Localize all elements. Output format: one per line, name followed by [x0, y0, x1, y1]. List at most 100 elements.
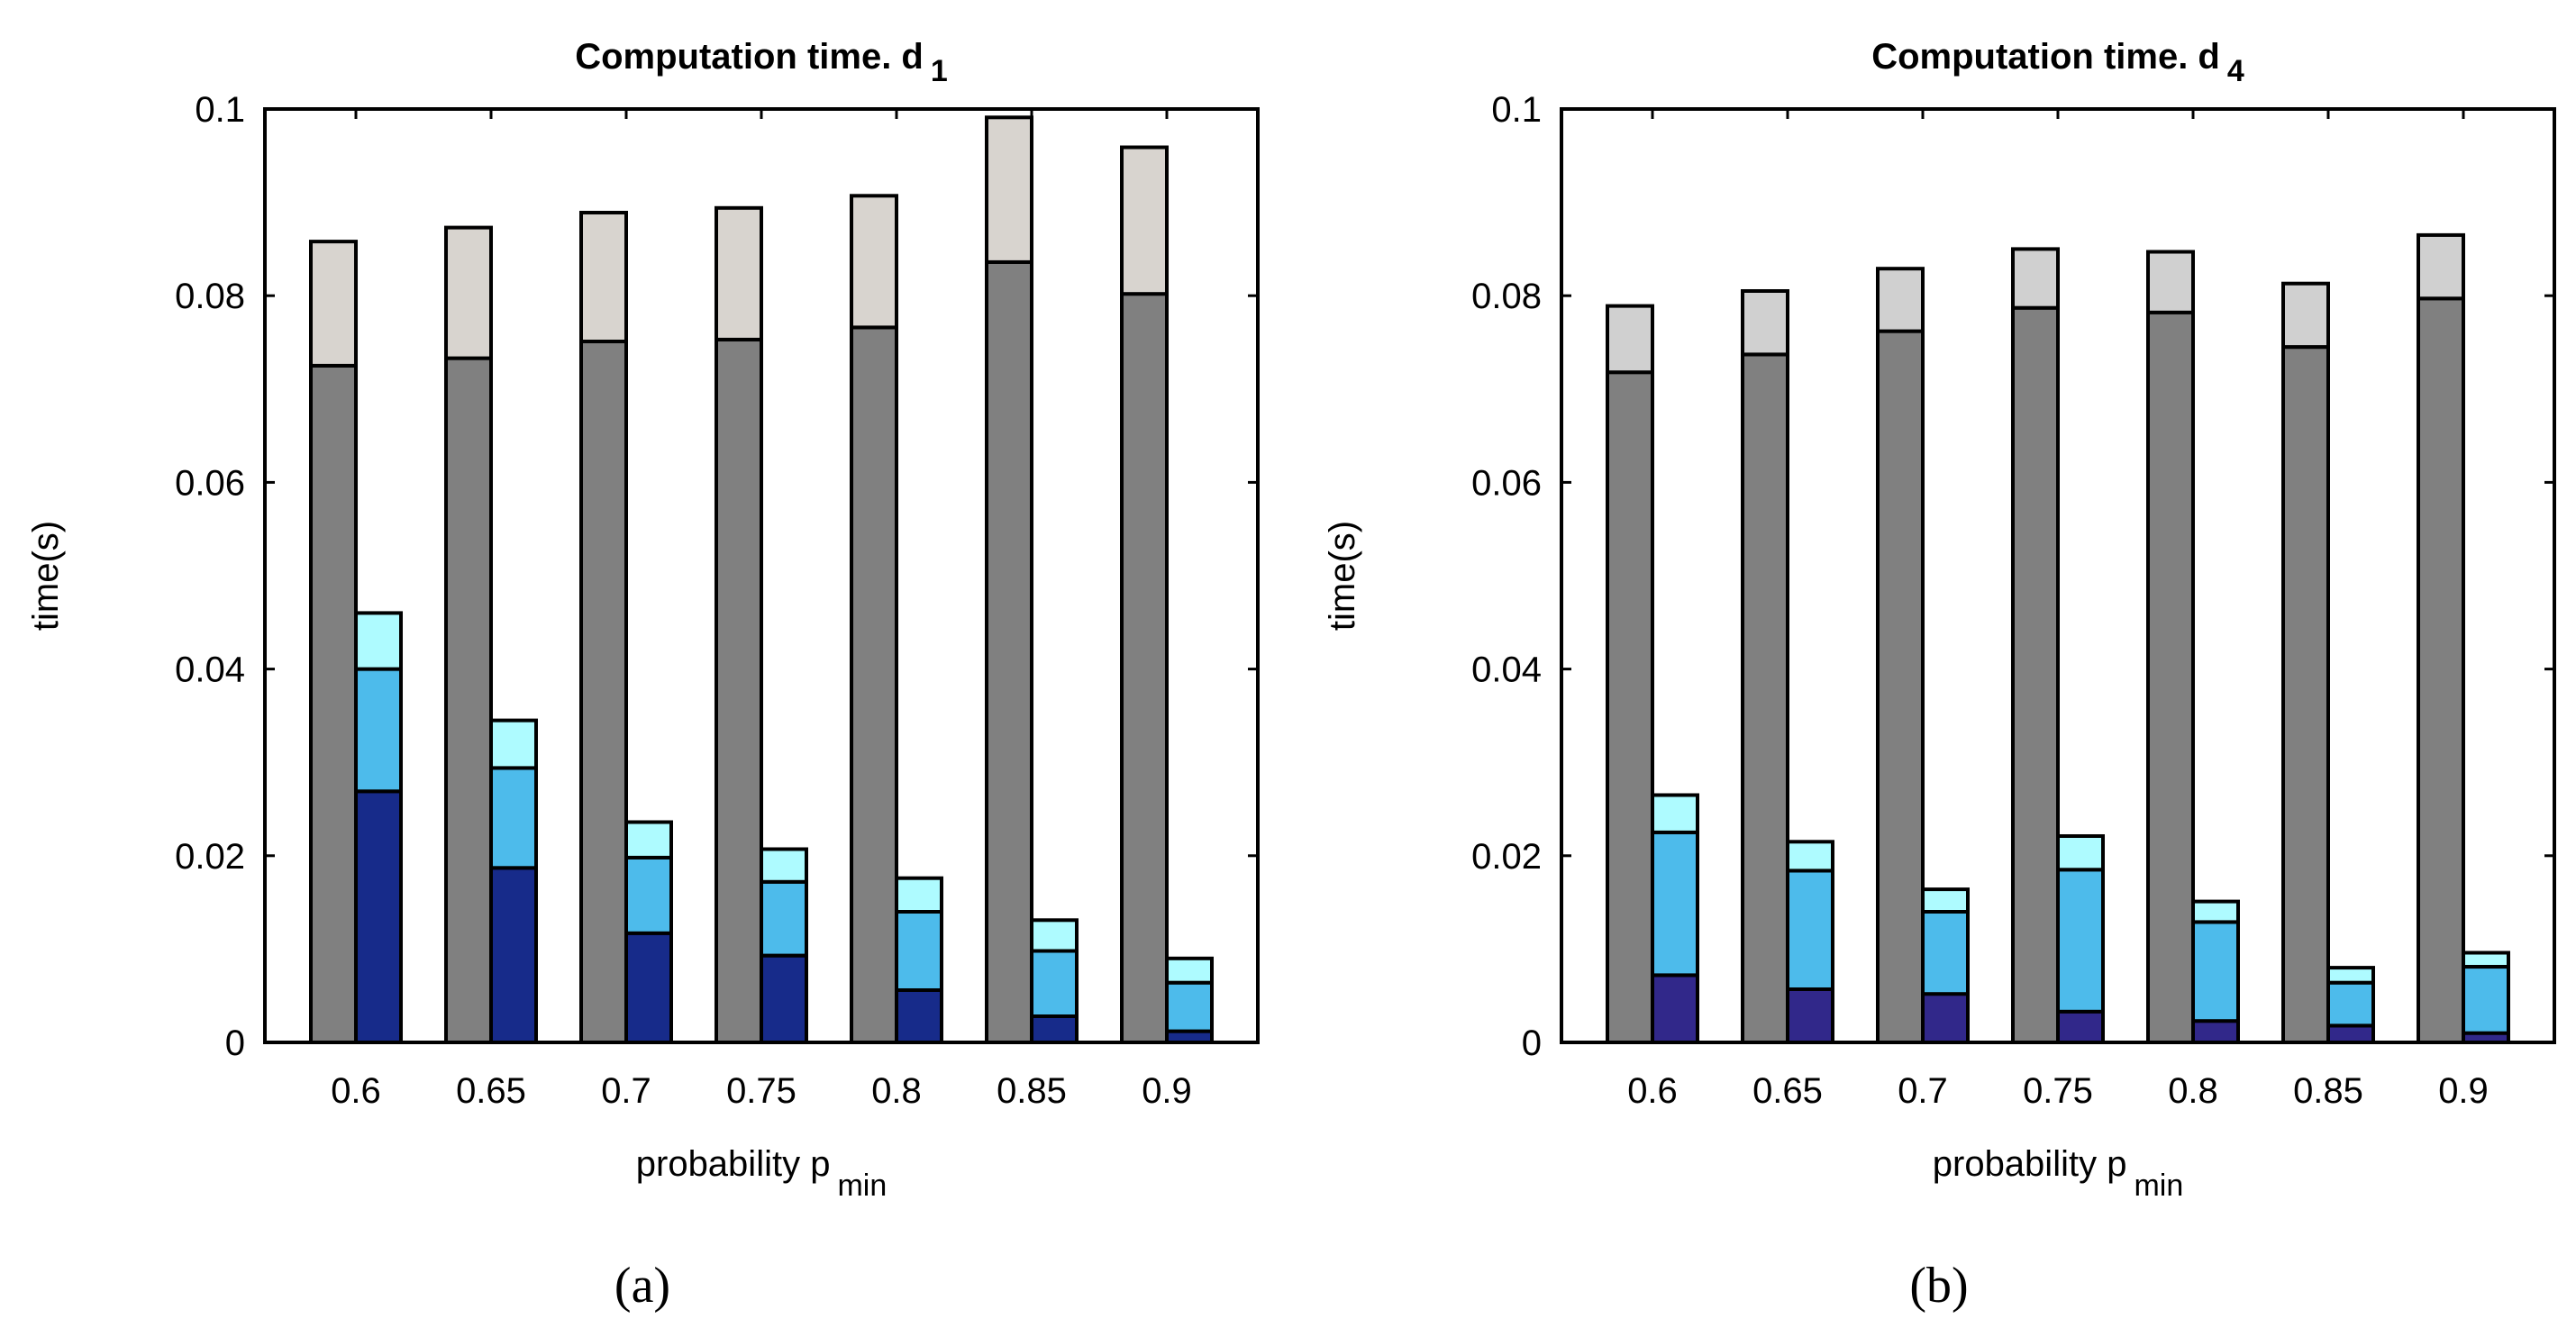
bar-segment [895, 988, 943, 1044]
bar-segment [2326, 980, 2375, 1028]
x-tick-label: 0.6 [1627, 1071, 1678, 1111]
bar-segment [1786, 987, 1834, 1045]
y-tick-label: 0.1 [195, 90, 245, 130]
y-tick-label: 0.02 [175, 837, 245, 877]
bar-segment [1921, 887, 1970, 914]
bar-segment [1030, 1014, 1079, 1044]
x-tick-label: 0.9 [1142, 1071, 1192, 1111]
bar-segment [444, 356, 493, 1045]
bar-segment [2326, 1023, 2375, 1045]
x-tick-label: 0.7 [601, 1071, 651, 1111]
y-tick-label: 0.04 [175, 650, 245, 690]
chart-title-subscript: 4 [2227, 54, 2244, 88]
x-axis-label-text: probability p [636, 1144, 831, 1184]
y-tick-label: 0.02 [1471, 837, 1542, 877]
bar-segment [715, 337, 763, 1044]
bar-segment [579, 340, 628, 1044]
chart-title-text: Computation time. d [575, 37, 924, 77]
bar-segment [489, 866, 538, 1044]
bar-segment [2191, 899, 2240, 924]
bar-segment [1120, 145, 1169, 296]
bar-segment [1876, 267, 1925, 333]
bar-segment [1606, 370, 1654, 1044]
axes-box [263, 107, 1260, 1044]
bar-segment [579, 211, 628, 343]
x-tick-label: 0.8 [871, 1071, 922, 1111]
bar-segment [1876, 329, 1925, 1045]
bar-segment [2281, 345, 2330, 1044]
bar-segment [1651, 830, 1699, 978]
bar-segment [985, 115, 1033, 264]
bar-segment [1030, 918, 1079, 953]
bar-segment [2056, 834, 2105, 872]
bar-segment [1165, 956, 1214, 985]
bar-segment [895, 910, 943, 992]
x-tick-label: 0.65 [1752, 1071, 1823, 1111]
x-tick-label: 0.9 [2438, 1071, 2489, 1111]
bar-segment [1921, 910, 1970, 996]
bar-segment [2146, 310, 2195, 1044]
bar-segment [354, 789, 403, 1044]
x-axis-label-subscript: min [837, 1169, 887, 1203]
bar-segment [624, 931, 673, 1045]
bar-segment [1741, 352, 1789, 1044]
bar-segment [2011, 247, 2060, 310]
x-tick-label: 0.75 [726, 1071, 796, 1111]
bar-segment [309, 240, 358, 368]
bar-segment [850, 325, 898, 1044]
x-axis-label: probability pmin [1933, 1144, 2183, 1203]
bar-segment [760, 879, 808, 958]
bar-segment [1651, 973, 1699, 1045]
bar-segment [2417, 232, 2465, 301]
x-tick-label: 0.75 [2023, 1071, 2093, 1111]
x-axis-label-subscript: min [2134, 1169, 2183, 1203]
x-tick-label: 0.7 [1898, 1071, 1948, 1111]
bar-segment [309, 363, 358, 1044]
bar-segment [1606, 304, 1654, 375]
y-axis-label: time(s) [1323, 521, 1362, 631]
y-tick-label: 0.06 [1471, 463, 1542, 503]
chart-title-text: Computation time. d [1871, 37, 2220, 77]
bar-segment [489, 766, 538, 870]
y-tick-label: 0.1 [1491, 90, 1542, 130]
bar-segment [850, 194, 898, 330]
x-axis-label-text: probability p [1933, 1144, 2127, 1184]
bar-segment [2462, 965, 2510, 1035]
bar-segment [1786, 840, 1834, 873]
bar-segment [2011, 305, 2060, 1044]
y-tick-label: 0.08 [175, 277, 245, 316]
chart-panel-a: 0.6 0.65 0.7 0.75 0.8 0.85 0.9 0 0.02 0.04 0.06 0.0… [26, 37, 1260, 1314]
bar-segment [715, 205, 763, 341]
x-tick-label: 0.65 [456, 1071, 526, 1111]
bar-segment [2056, 868, 2105, 1014]
bar-segment [354, 667, 403, 794]
bar-segment [354, 611, 403, 671]
bar-segment [2191, 920, 2240, 1023]
y-tick-label: 0.06 [175, 463, 245, 503]
y-axis-label: time(s) [26, 521, 66, 631]
bar-segment [2417, 296, 2465, 1044]
bar-segment [1030, 949, 1079, 1018]
bar-segment [1120, 292, 1169, 1045]
bar-segment [760, 847, 808, 884]
bar-segment [1741, 289, 1789, 357]
bar-segment [2326, 966, 2375, 985]
bar-segment [2462, 950, 2510, 969]
x-tick-label: 0.8 [2168, 1071, 2218, 1111]
bar-segment [624, 820, 673, 860]
chart-panel-b: 0.6 0.65 0.7 0.75 0.8 0.85 0.9 0 0.02 0.04 0.06 0.0… [1323, 37, 2556, 1314]
bar-segment [760, 953, 808, 1044]
x-tick-label: 0.85 [2293, 1071, 2363, 1111]
y-tick-label: 0.08 [1471, 277, 1542, 316]
axes-box [1560, 107, 2556, 1044]
x-tick-label: 0.6 [331, 1071, 381, 1111]
y-tick-label: 0 [1522, 1023, 1542, 1063]
bar-segment [1165, 980, 1214, 1033]
panel-caption: (a) [614, 1258, 670, 1314]
bar-segment [1651, 793, 1699, 834]
x-axis-label: probability pmin [636, 1144, 887, 1203]
y-tick-label: 0.04 [1471, 650, 1542, 690]
